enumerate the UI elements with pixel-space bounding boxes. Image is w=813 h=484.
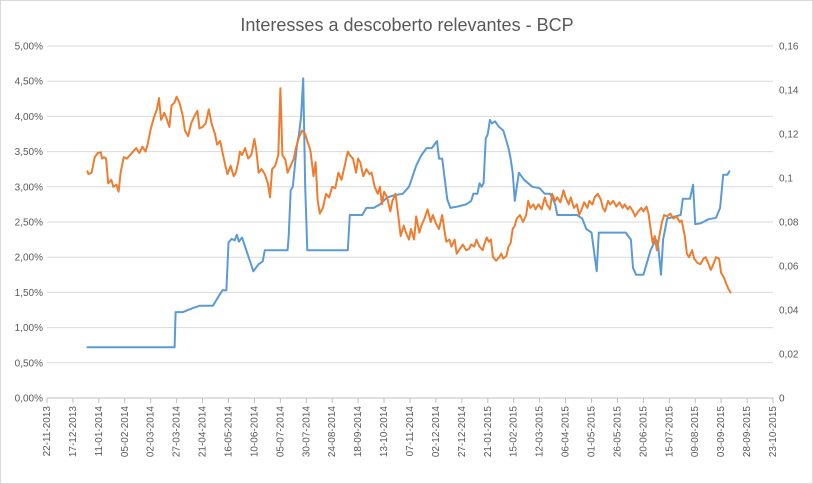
- x-tick-label: 07-11-2014: [405, 406, 416, 457]
- x-tick-label: 17-12-2013: [68, 406, 79, 458]
- y-left-tick-label: 3,00%: [15, 182, 43, 193]
- x-tick-label: 02-03-2014: [146, 406, 157, 458]
- x-tick-label: 10-06-2014: [249, 406, 260, 458]
- x-tick-label: 28-09-2015: [742, 406, 753, 458]
- y-left-tick-label: 5,00%: [15, 42, 43, 53]
- y-left-tick-label: 0,50%: [15, 358, 43, 369]
- x-tick-labels: 22-11-2013 17-12-2013 11-01-2014 05-02-2014…: [42, 406, 779, 458]
- x-tick-label: 15-07-2015: [664, 406, 675, 458]
- x-tick-label: 24-08-2014: [327, 406, 338, 458]
- series-line-orange: [86, 87, 732, 294]
- x-tick-label: 09-08-2015: [690, 406, 701, 458]
- y-left-tick-label: 1,50%: [15, 288, 43, 299]
- y-right-tick-label: 0,14: [779, 86, 799, 97]
- x-tick-label: 13-10-2014: [379, 406, 390, 458]
- x-tick-label: 03-09-2015: [716, 406, 727, 458]
- y-right-tick-label: 0,08: [779, 218, 799, 229]
- axes: [46, 397, 774, 403]
- x-tick-label: 06-04-2015: [561, 406, 572, 458]
- right-y-tick-labels: 0 0,02 0,04 0,06 0,08 0,1 0,12 0,14 0,16: [779, 42, 799, 405]
- x-tick-label: 21-01-2015: [483, 406, 494, 458]
- x-tick-label: 05-02-2014: [120, 406, 131, 458]
- y-right-tick-label: 0,12: [779, 130, 799, 141]
- y-right-tick-label: 0,02: [779, 350, 799, 361]
- x-tick-label: 18-09-2014: [353, 406, 364, 458]
- x-tick-label: 16-05-2014: [224, 406, 235, 458]
- x-tick-label: 27-03-2014: [172, 406, 183, 458]
- y-left-tick-label: 1,00%: [15, 323, 43, 334]
- y-right-tick-label: 0,16: [779, 42, 799, 53]
- y-left-tick-label: 3,50%: [15, 147, 43, 158]
- x-tick-label: 05-07-2014: [275, 406, 286, 458]
- chart-title: Interesses a descoberto relevantes - BCP: [240, 15, 573, 35]
- y-right-tick-label: 0: [779, 394, 785, 405]
- y-left-tick-label: 4,00%: [15, 112, 43, 123]
- y-right-tick-label: 0,04: [779, 306, 799, 317]
- y-right-tick-label: 0,06: [779, 262, 799, 273]
- y-right-tick-label: 0,1: [779, 174, 793, 185]
- x-tick-label: 26-05-2015: [612, 406, 623, 458]
- x-tick-label: 12-03-2015: [535, 406, 546, 458]
- y-left-tick-label: 0,00%: [15, 394, 43, 405]
- series-line-blue: [86, 77, 731, 349]
- gridlines: [47, 45, 773, 364]
- x-tick-label: 22-11-2013: [42, 406, 53, 457]
- x-tick-label: 11-01-2014: [94, 406, 105, 457]
- x-tick-label: 21-04-2014: [198, 406, 209, 458]
- x-tick-label: 15-02-2015: [509, 406, 520, 458]
- x-tick-label: 20-06-2015: [638, 406, 649, 458]
- y-left-tick-label: 2,50%: [15, 218, 43, 229]
- y-left-tick-label: 2,00%: [15, 253, 43, 264]
- x-tick-label: 02-12-2014: [431, 406, 442, 458]
- y-left-tick-label: 4,50%: [15, 77, 43, 88]
- series-lines: [86, 77, 732, 349]
- left-y-tick-labels: 0,00% 0,50% 1,00% 1,50% 2,00% 2,50% 3,00% 3,50%…: [15, 42, 43, 405]
- x-tick-label: 27-12-2014: [457, 406, 468, 458]
- x-tick-label: 01-05-2015: [587, 406, 598, 458]
- x-tick-label: 30-07-2014: [301, 406, 312, 458]
- x-tick-label: 23-10-2015: [768, 406, 779, 458]
